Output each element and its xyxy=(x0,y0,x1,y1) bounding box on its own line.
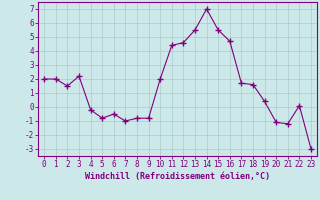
X-axis label: Windchill (Refroidissement éolien,°C): Windchill (Refroidissement éolien,°C) xyxy=(85,172,270,181)
